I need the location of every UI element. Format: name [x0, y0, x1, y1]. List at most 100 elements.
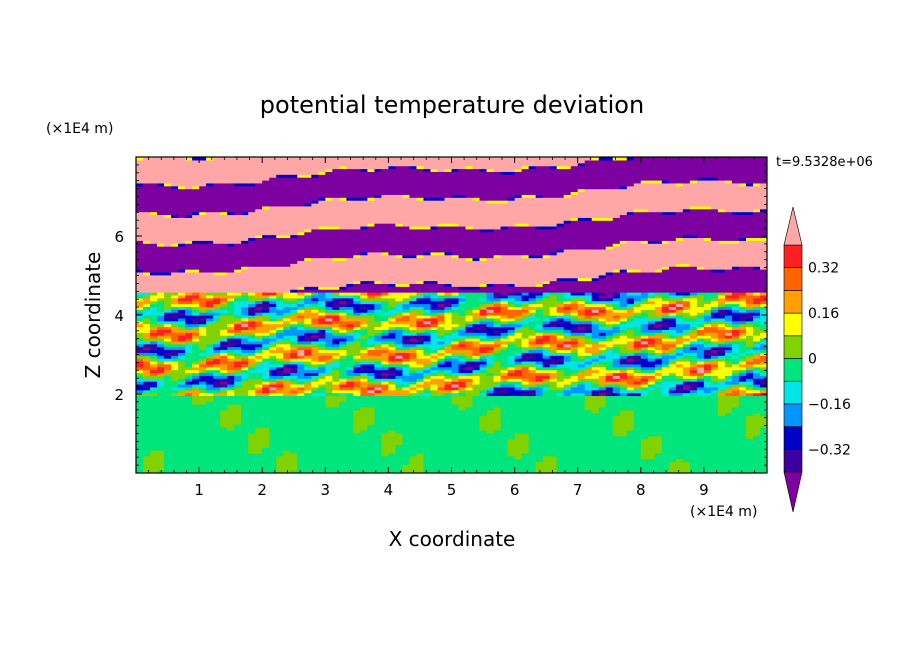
field-cell	[367, 429, 375, 434]
field-cell	[318, 323, 326, 328]
field-cell	[437, 412, 446, 417]
field-cell	[311, 461, 319, 465]
field-cell	[164, 432, 172, 437]
field-cell	[745, 340, 754, 345]
field-cell	[171, 326, 179, 330]
field-cell	[465, 438, 474, 442]
field-cell	[507, 438, 516, 442]
field-cell	[493, 389, 502, 394]
field-cell	[248, 329, 256, 333]
field-cell	[584, 467, 593, 471]
field-cell	[570, 366, 579, 371]
field-cell	[325, 395, 333, 399]
field-cell	[598, 383, 607, 388]
field-cell	[724, 337, 733, 342]
field-cell	[535, 315, 544, 319]
field-cell	[444, 412, 453, 417]
field-cell	[661, 329, 670, 333]
field-cell	[437, 369, 446, 374]
field-cell	[164, 427, 172, 431]
field-cell	[143, 337, 151, 342]
field-cell	[563, 375, 572, 379]
field-cell	[192, 441, 200, 445]
field-cell	[654, 381, 663, 385]
field-cell	[486, 418, 495, 422]
field-cell	[710, 317, 719, 322]
field-cell	[318, 346, 326, 351]
field-cell	[206, 335, 214, 339]
field-cell	[157, 355, 165, 359]
field-cell	[465, 461, 474, 465]
field-cell	[416, 458, 425, 463]
field-cell	[178, 398, 186, 402]
field-cell	[248, 424, 256, 428]
field-cell	[241, 432, 249, 437]
field-cell	[437, 363, 446, 368]
field-cell	[458, 375, 467, 379]
field-cell	[143, 427, 151, 431]
field-cell	[290, 404, 298, 408]
field-cell	[479, 343, 488, 348]
field-cell	[423, 432, 432, 437]
field-cell	[318, 360, 326, 365]
field-cell	[269, 312, 277, 316]
field-cell	[248, 404, 256, 408]
field-cell	[206, 375, 214, 379]
field-cell	[549, 455, 558, 460]
field-cell	[248, 343, 256, 348]
field-cell	[703, 343, 712, 348]
field-cell	[584, 406, 593, 411]
field-cell	[549, 424, 558, 428]
field-cell	[311, 421, 319, 425]
field-cell	[507, 435, 516, 440]
field-cell	[500, 398, 509, 402]
field-cell	[507, 335, 516, 339]
field-cell	[619, 458, 628, 463]
field-cell	[297, 401, 305, 405]
field-cell	[416, 470, 425, 473]
field-cell	[724, 409, 733, 414]
field-cell	[612, 461, 621, 465]
field-cell	[458, 352, 467, 356]
field-cell	[458, 392, 467, 397]
field-cell	[514, 343, 523, 348]
field-cell	[430, 375, 439, 379]
field-cell	[325, 415, 333, 420]
field-cell	[171, 329, 179, 333]
field-cell	[290, 312, 298, 316]
field-cell	[220, 458, 228, 463]
field-cell	[633, 346, 642, 351]
field-cell	[605, 369, 614, 374]
field-cell	[465, 349, 474, 353]
field-cell	[535, 398, 544, 402]
field-cell	[696, 435, 705, 440]
field-cell	[192, 358, 200, 362]
field-cell	[423, 418, 432, 422]
field-cell	[423, 447, 432, 451]
field-cell	[346, 352, 354, 356]
field-cell	[549, 315, 558, 319]
field-cell	[164, 429, 172, 434]
field-cell	[185, 320, 193, 325]
field-cell	[136, 315, 144, 319]
field-cell	[696, 372, 705, 376]
field-cell	[570, 424, 579, 428]
field-cell	[262, 450, 270, 454]
field-cell	[549, 395, 558, 399]
field-cell	[283, 406, 291, 411]
field-cell	[374, 418, 382, 422]
field-cell	[150, 337, 158, 342]
field-cell	[640, 401, 649, 405]
field-cell	[402, 427, 411, 431]
field-cell	[136, 470, 144, 473]
field-cell	[192, 432, 200, 437]
field-cell	[220, 409, 228, 414]
field-cell	[234, 326, 242, 330]
field-cell	[241, 358, 249, 362]
field-cell	[136, 438, 144, 442]
field-cell	[409, 378, 418, 382]
field-cell	[430, 369, 439, 374]
field-cell	[598, 315, 607, 319]
field-cell	[514, 421, 523, 425]
field-cell	[304, 421, 312, 425]
